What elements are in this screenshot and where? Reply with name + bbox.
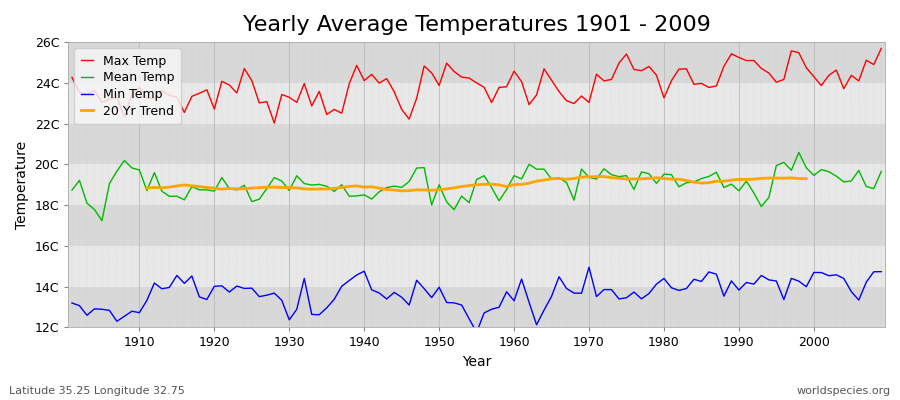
20 Yr Trend: [209, 186, 220, 190]
Max Temp: [508, 69, 519, 74]
Mean Temp: [67, 188, 77, 192]
Min Temp: [292, 307, 302, 312]
20 Yr Trend: [396, 188, 407, 193]
Line: 20 Yr Trend: 20 Yr Trend: [147, 176, 806, 191]
Mean Temp: [794, 150, 805, 155]
Legend: Max Temp, Mean Temp, Min Temp, 20 Yr Trend: Max Temp, Mean Temp, Min Temp, 20 Yr Tre…: [75, 48, 181, 124]
Mean Temp: [876, 169, 886, 174]
20 Yr Trend: [224, 186, 235, 191]
Line: Max Temp: Max Temp: [72, 48, 881, 123]
Mean Temp: [96, 218, 107, 223]
Min Temp: [127, 309, 138, 314]
Mean Temp: [344, 194, 355, 199]
Min Temp: [517, 277, 527, 282]
Line: Mean Temp: Mean Temp: [72, 152, 881, 221]
X-axis label: Year: Year: [462, 355, 491, 369]
Max Temp: [67, 75, 77, 80]
Min Temp: [472, 330, 482, 335]
Bar: [68, 287, 885, 328]
Max Temp: [876, 46, 886, 51]
Max Temp: [127, 92, 138, 96]
Bar: [68, 124, 885, 164]
Min Temp: [67, 300, 77, 305]
Bar: [68, 246, 885, 287]
Mean Temp: [299, 181, 310, 186]
Max Temp: [299, 81, 310, 86]
Text: Latitude 35.25 Longitude 32.75: Latitude 35.25 Longitude 32.75: [9, 386, 184, 396]
Mean Temp: [508, 173, 519, 178]
Max Temp: [606, 77, 616, 82]
Max Temp: [517, 79, 527, 84]
Title: Yearly Average Temperatures 1901 - 2009: Yearly Average Temperatures 1901 - 2009: [243, 15, 710, 35]
Min Temp: [876, 269, 886, 274]
20 Yr Trend: [141, 186, 152, 190]
20 Yr Trend: [741, 177, 751, 182]
Mean Temp: [517, 176, 527, 181]
Min Temp: [614, 296, 625, 301]
20 Yr Trend: [276, 185, 287, 190]
Bar: [68, 83, 885, 124]
20 Yr Trend: [404, 188, 415, 193]
20 Yr Trend: [801, 176, 812, 181]
Bar: [68, 205, 885, 246]
Max Temp: [269, 121, 280, 126]
20 Yr Trend: [486, 182, 497, 186]
Max Temp: [344, 81, 355, 86]
Bar: [68, 164, 885, 205]
Text: worldspecies.org: worldspecies.org: [796, 386, 891, 396]
Y-axis label: Temperature: Temperature: [15, 141, 29, 229]
Min Temp: [508, 298, 519, 303]
20 Yr Trend: [598, 174, 609, 179]
Line: Min Temp: Min Temp: [72, 267, 881, 332]
Mean Temp: [606, 172, 616, 177]
Mean Temp: [134, 168, 145, 172]
Min Temp: [583, 265, 594, 270]
Min Temp: [337, 284, 347, 289]
Bar: [68, 42, 885, 83]
